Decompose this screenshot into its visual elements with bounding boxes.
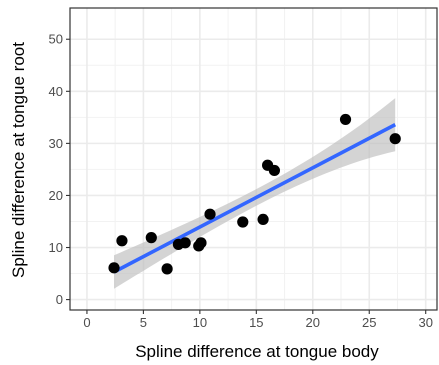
data-point bbox=[195, 237, 207, 249]
data-point bbox=[257, 213, 269, 225]
x-tick-label: 10 bbox=[193, 315, 207, 330]
data-point bbox=[179, 237, 191, 249]
y-tick-label: 10 bbox=[49, 240, 63, 255]
y-tick-label: 20 bbox=[49, 188, 63, 203]
y-axis-title: Spline difference at tongue root bbox=[9, 42, 28, 278]
data-point bbox=[268, 164, 280, 177]
data-point bbox=[145, 232, 157, 244]
y-tick-label: 40 bbox=[49, 84, 63, 99]
x-axis-title: Spline difference at tongue body bbox=[135, 342, 379, 361]
data-point bbox=[339, 113, 352, 126]
data-point bbox=[108, 262, 120, 274]
data-point bbox=[389, 133, 401, 145]
y-axis-ticks: 0 10 20 30 40 50 bbox=[49, 32, 70, 307]
data-point bbox=[204, 208, 216, 220]
x-tick-label: 5 bbox=[140, 315, 147, 330]
y-tick-label: 50 bbox=[49, 32, 63, 47]
data-point bbox=[161, 263, 173, 275]
data-points bbox=[108, 113, 401, 275]
regression-line-group bbox=[113, 123, 397, 274]
x-tick-label: 25 bbox=[362, 315, 376, 330]
x-tick-label: 30 bbox=[418, 315, 432, 330]
x-tick-label: 15 bbox=[249, 315, 263, 330]
panel-border bbox=[69, 7, 438, 311]
x-tick-label: 20 bbox=[306, 315, 320, 330]
x-axis-ticks: 0 5 10 15 20 25 30 bbox=[83, 310, 433, 330]
regression-line bbox=[113, 123, 397, 274]
x-tick-label: 0 bbox=[83, 315, 90, 330]
data-point bbox=[237, 216, 249, 228]
y-tick-label: 0 bbox=[56, 292, 63, 307]
data-point bbox=[116, 235, 128, 247]
panel-frame bbox=[69, 7, 438, 311]
y-tick-label: 30 bbox=[49, 136, 63, 151]
